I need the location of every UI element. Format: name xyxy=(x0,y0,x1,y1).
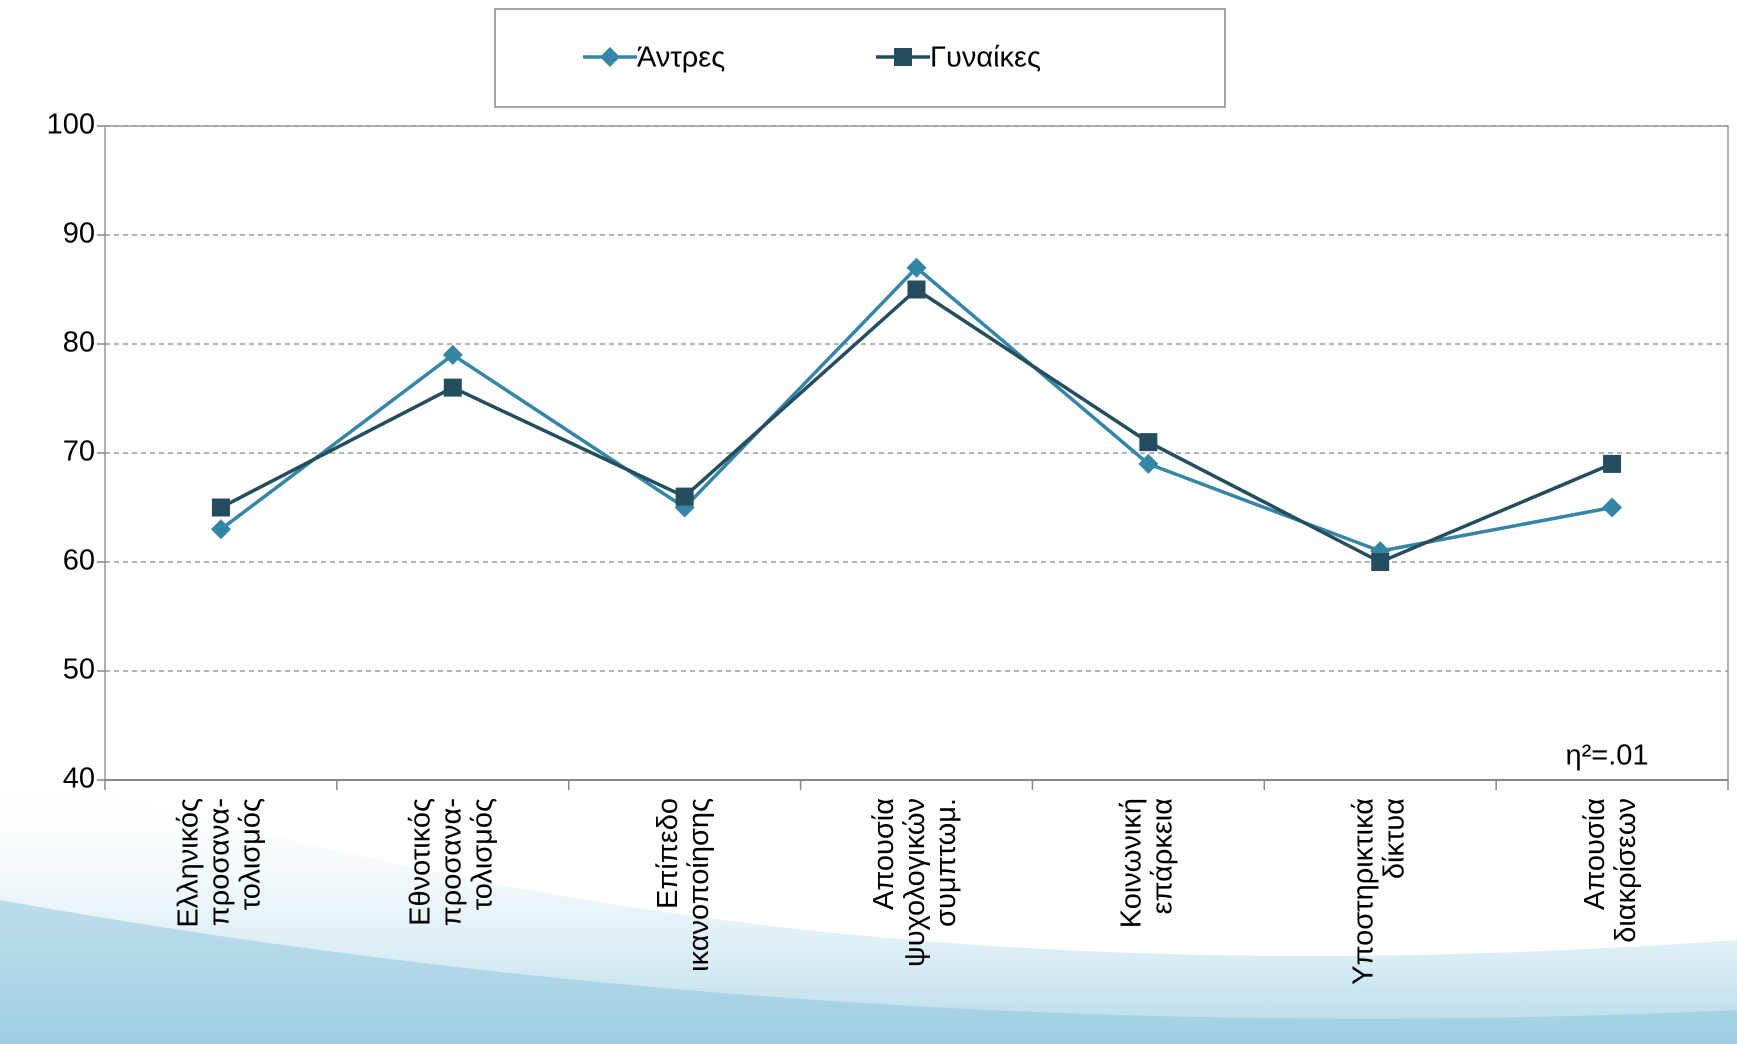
y-tick-label: 50 xyxy=(63,654,95,686)
point xyxy=(1138,453,1159,474)
y-tick-label: 60 xyxy=(63,545,95,577)
point xyxy=(1139,433,1158,452)
x-tick-label: Υποστηρικτικά xyxy=(1347,798,1379,985)
y-tick-label: 100 xyxy=(47,109,95,141)
x-tick-label: προσανα- xyxy=(204,798,236,926)
x-tick-label: ικανοποίησης xyxy=(683,798,715,972)
point xyxy=(1371,553,1390,571)
point xyxy=(907,280,926,299)
x-tick-label: τολισμός xyxy=(466,798,498,910)
x-tick-label: Απουσία xyxy=(1579,798,1611,910)
point xyxy=(211,498,230,517)
legend-marker xyxy=(894,48,912,66)
x-tick-label: διακρίσεων xyxy=(1610,798,1642,943)
point xyxy=(1602,497,1623,518)
point xyxy=(443,378,462,397)
x-tick-label: ψυχολογικών xyxy=(899,798,931,967)
point xyxy=(906,257,927,278)
point xyxy=(675,487,694,506)
x-tick-label: συμπτωμ. xyxy=(930,798,962,927)
x-tick-label: Ελληνικός xyxy=(173,798,205,928)
y-tick-label: 70 xyxy=(63,436,95,468)
x-tick-label: Επίπεδο xyxy=(652,798,684,909)
point xyxy=(1603,454,1622,473)
legend-marker xyxy=(600,47,620,67)
y-tick-label: 40 xyxy=(63,763,95,795)
x-tick-label: Κοινωνική xyxy=(1116,798,1148,928)
legend-label: Άντρες xyxy=(637,42,725,74)
series-line xyxy=(220,287,1613,564)
x-tick-label: επάρκεια xyxy=(1147,798,1179,914)
annotation: η²=.01 xyxy=(1565,740,1648,772)
series-line xyxy=(219,265,1613,553)
x-tick-label: τολισμός xyxy=(235,798,267,910)
point xyxy=(442,344,463,365)
point xyxy=(210,519,231,540)
y-tick-label: 90 xyxy=(63,218,95,250)
x-tick-label: δίκτυα xyxy=(1378,798,1410,879)
background-wave xyxy=(0,900,1737,1044)
x-tick-label: προσανα- xyxy=(435,798,467,926)
legend-label: Γυναίκες xyxy=(930,42,1041,74)
y-tick-label: 80 xyxy=(63,327,95,359)
x-tick-label: Απουσία xyxy=(868,798,900,910)
x-tick-label: Εθνοτικός xyxy=(404,798,436,926)
